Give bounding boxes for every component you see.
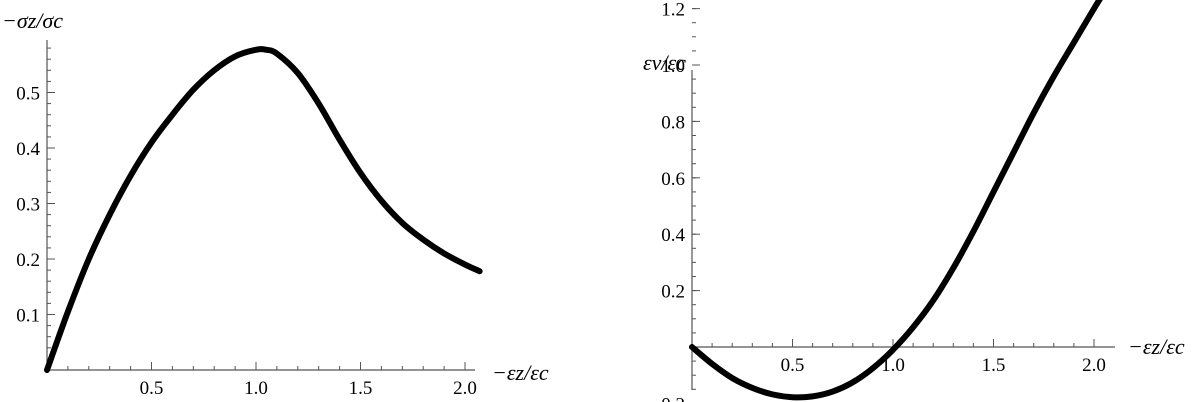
right-y-tick-label: 1.2 bbox=[661, 0, 685, 21]
left-series-line bbox=[44, 46, 483, 373]
left-y-tick-label: 0.5 bbox=[16, 84, 40, 105]
right-y-tick-label: 0.6 bbox=[661, 169, 685, 190]
right-ticks: 0.5 1.0 1.5 2.0 −0.2 0.2 0.4 0.6 0.8 1.0 1.2 bbox=[651, 0, 1106, 402]
right-y-tick-label: −0.2 bbox=[651, 394, 685, 402]
left-x-tick-label: 1.0 bbox=[244, 378, 268, 399]
right-x-tick-label: 1.5 bbox=[982, 355, 1006, 376]
right-y-tick-label: 1.0 bbox=[661, 56, 685, 77]
left-x-tick-label: 1.5 bbox=[349, 378, 373, 399]
right-x-axis-label: −εz/εc bbox=[1128, 334, 1185, 359]
left-y-tick-label: 0.3 bbox=[16, 195, 40, 216]
right-y-tick-label: 0.4 bbox=[661, 225, 685, 246]
right-x-tick-label: 1.0 bbox=[881, 355, 905, 376]
right-series-line bbox=[689, 0, 1103, 401]
right-y-tick-label: 0.8 bbox=[661, 112, 685, 133]
left-ticks: 0.5 1.0 1.5 2.0 0.1 0.2 0.3 0.4 0.5 bbox=[16, 47, 477, 399]
chart-right: εv/εc −εz/εc 0.51.01.52.0−0.20.20.40.60.… bbox=[643, 0, 1185, 402]
left-y-tick-label: 0.4 bbox=[16, 139, 40, 160]
left-x-tick-label: 0.5 bbox=[140, 378, 164, 399]
left-y-tick-label: 0.2 bbox=[16, 250, 40, 271]
left-y-axis-label: −σz/σc bbox=[2, 8, 63, 33]
chart-left: −σz/σc −εz/εc 0.5 1.0 1.5 2.00.10.20.30.40.… bbox=[2, 8, 549, 399]
left-x-axis-label: −εz/εc bbox=[492, 360, 549, 385]
left-y-tick-label: 0.1 bbox=[16, 306, 40, 327]
right-y-axis-label: εv/εc bbox=[643, 50, 686, 75]
left-x-tick-label: 2.0 bbox=[453, 378, 477, 399]
right-x-tick-label: 0.5 bbox=[781, 355, 805, 376]
right-x-tick-label: 2.0 bbox=[1082, 355, 1106, 376]
right-y-tick-label: 0.2 bbox=[661, 282, 685, 303]
